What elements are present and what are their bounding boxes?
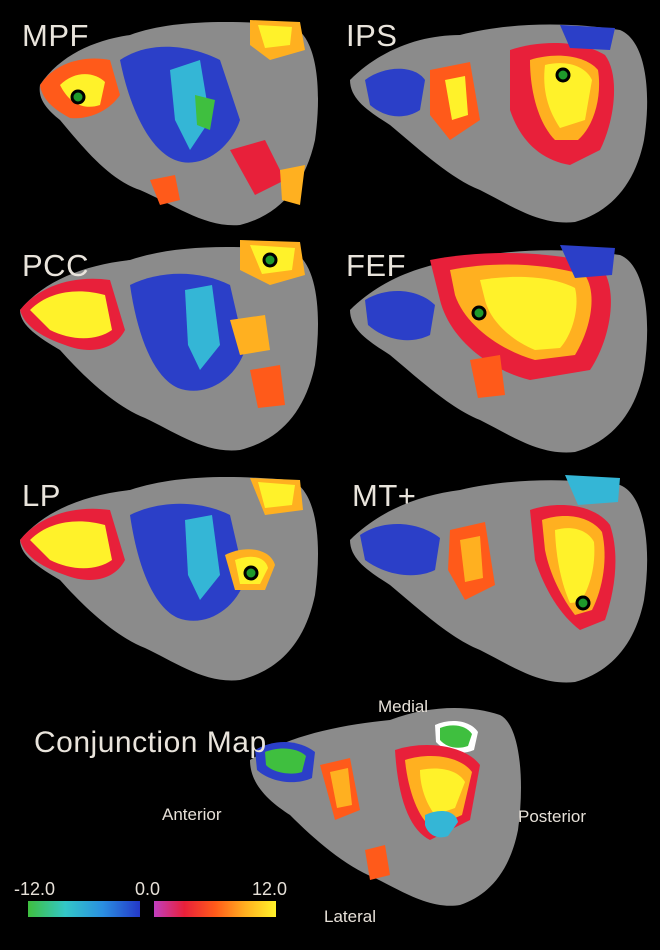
flatmap-fef (350, 245, 648, 453)
seed-marker-fef (471, 305, 487, 321)
conjunction-panel: Conjunction Map Medial Anterior Posterio… (0, 690, 660, 950)
panel-label: PCC (22, 248, 89, 283)
panel-mpf: MPF (0, 0, 330, 230)
panel-label: MPF (22, 18, 89, 53)
colorbar-mid-label: 0.0 (135, 879, 161, 899)
panel-label: LP (22, 478, 61, 513)
colorbar-negative (28, 901, 140, 917)
panel-lp: LP (0, 460, 330, 690)
panel-fef: FEF (330, 230, 660, 460)
panel-ips: IPS (330, 0, 660, 230)
direction-label-medial: Medial (378, 697, 429, 716)
flatmap-pcc (20, 240, 319, 451)
seed-marker-pcc (262, 252, 278, 268)
panel-label: IPS (346, 18, 398, 53)
seed-marker-lp (243, 565, 259, 581)
flatmap-conjunction (250, 708, 521, 906)
direction-label-anterior: Anterior (162, 805, 222, 824)
seed-marker-mt (575, 595, 591, 611)
flatmap-mt (350, 475, 648, 683)
direction-label-lateral: Lateral (324, 907, 376, 926)
panel-pcc: PCC (0, 230, 330, 460)
colorbar-min-label: -12.0 (14, 879, 56, 899)
panel-label: FEF (346, 248, 407, 283)
conjunction-title: Conjunction Map (34, 726, 267, 759)
flatmap-lp (20, 477, 319, 681)
colorbar-positive (154, 901, 276, 917)
seed-marker-mpf (70, 89, 86, 105)
panel-mt: MT+ (330, 460, 660, 690)
direction-label-posterior: Posterior (518, 807, 587, 826)
flatmap-ips (350, 24, 648, 223)
colorbar-max-label: 12.0 (252, 879, 288, 899)
panel-label: MT+ (352, 478, 417, 513)
flatmap-mpf (39, 20, 319, 226)
seed-marker-ips (555, 67, 571, 83)
